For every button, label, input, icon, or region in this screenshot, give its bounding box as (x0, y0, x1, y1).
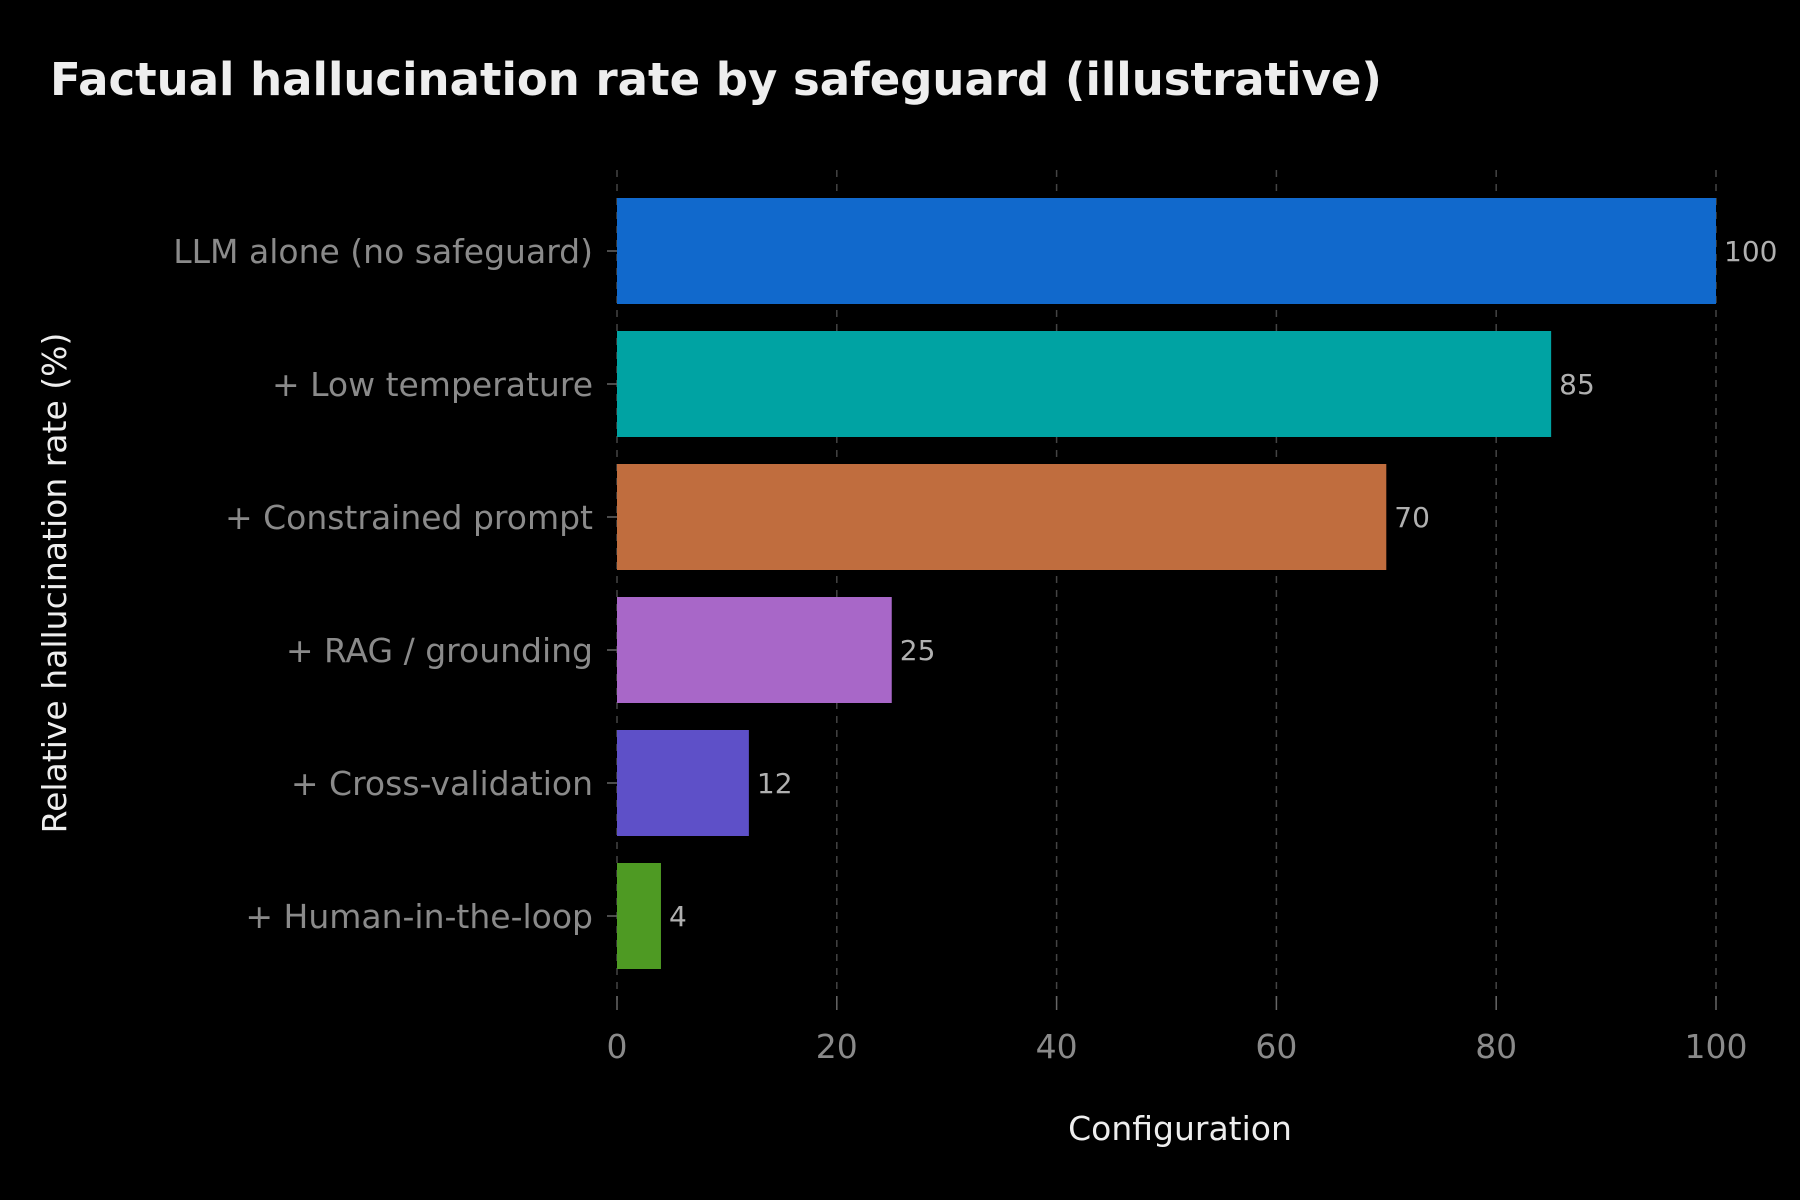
bar (617, 464, 1387, 570)
bar (617, 331, 1552, 437)
x-tick-label: 80 (1475, 1027, 1517, 1066)
bar (617, 730, 749, 836)
y-tick-label: + Constrained prompt (225, 498, 593, 537)
bar-value-label: 25 (900, 634, 936, 667)
bar-value-label: 100 (1724, 235, 1777, 268)
x-tick-labels: 0 20 40 60 80 100 (607, 1027, 1748, 1066)
chart-title: Factual hallucination rate by safeguard … (50, 53, 1382, 106)
x-tick-label: 100 (1685, 1027, 1748, 1066)
bar-value-label: 85 (1559, 368, 1595, 401)
bar (617, 198, 1716, 304)
bar-value-label: 70 (1394, 501, 1430, 534)
y-tick-labels: LLM alone (no safeguard) + Low temperatur… (173, 232, 617, 936)
bar-value-labels: 100 85 70 25 12 4 (669, 235, 1777, 933)
bar (617, 863, 661, 969)
y-tick-label: + Human-in-the-loop (245, 897, 593, 936)
bar (617, 597, 892, 703)
x-tick-label: 40 (1036, 1027, 1078, 1066)
bar-value-label: 4 (669, 900, 687, 933)
x-tick-label: 0 (607, 1027, 628, 1066)
x-gridlines (616, 170, 1717, 1010)
x-tick-label: 20 (816, 1027, 858, 1066)
bar-value-label: 12 (757, 767, 793, 800)
y-axis-label: Relative hallucination rate (%) (35, 333, 74, 834)
y-tick-label: LLM alone (no safeguard) (173, 232, 593, 271)
y-tick-label: + Low temperature (272, 365, 593, 404)
y-tick-label: + Cross-validation (291, 764, 593, 803)
y-tick-label: + RAG / grounding (286, 631, 593, 670)
bars (617, 198, 1716, 969)
x-axis-label: Configuration (1068, 1109, 1292, 1148)
x-tick-label: 60 (1255, 1027, 1297, 1066)
